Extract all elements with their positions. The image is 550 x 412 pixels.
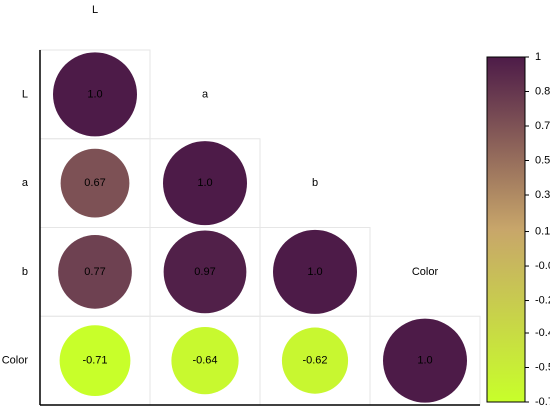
value-label: 0.97	[194, 266, 215, 278]
corr-circle	[53, 52, 137, 137]
colorbar-tick-label: 0.1	[535, 225, 550, 237]
colorbar-tick-label: 0.5	[535, 154, 550, 166]
column-label: L	[92, 4, 98, 16]
colorbar-tick-label: 1	[535, 51, 541, 63]
corr-circle	[273, 229, 357, 314]
colorbar-tick-label: -0.7	[535, 396, 550, 408]
value-label: 1.0	[307, 266, 322, 278]
value-label: 1.0	[197, 177, 212, 189]
colorbar-tick-label: 0.3	[535, 189, 550, 201]
column-label: Color	[412, 266, 439, 278]
row-label: a	[22, 177, 29, 189]
corr-circle	[163, 230, 247, 314]
corr-circle	[171, 327, 239, 395]
corr-circle	[281, 327, 349, 394]
column-label: a	[202, 88, 209, 100]
corr-circle	[59, 325, 131, 397]
colorbar-tick-label: 0.7	[535, 120, 550, 132]
colorbar-tick-label: -0.03	[535, 260, 550, 272]
colorbar-tick-label: -0.4	[535, 327, 550, 339]
colorbar	[486, 56, 526, 403]
column-label: b	[312, 177, 318, 189]
value-label: 0.77	[84, 266, 105, 278]
corr-circle	[383, 318, 467, 403]
colorbar-tick-label: -0.2	[535, 294, 550, 306]
value-label: -0.71	[82, 355, 107, 367]
row-label: Color	[2, 355, 29, 367]
corr-circle	[60, 148, 130, 218]
corr-circle	[58, 235, 132, 309]
value-label: -0.62	[302, 355, 327, 367]
row-label: L	[22, 88, 28, 100]
colorbar-tick-label: -0.5	[535, 361, 550, 373]
value-label: 0.67	[84, 177, 105, 189]
corr-circle	[163, 141, 247, 226]
value-label: -0.64	[192, 355, 217, 367]
value-label: 1.0	[87, 88, 102, 100]
row-label: b	[22, 266, 28, 278]
colorbar-tick-label: 0.8	[535, 85, 550, 97]
value-label: 1.0	[417, 355, 432, 367]
